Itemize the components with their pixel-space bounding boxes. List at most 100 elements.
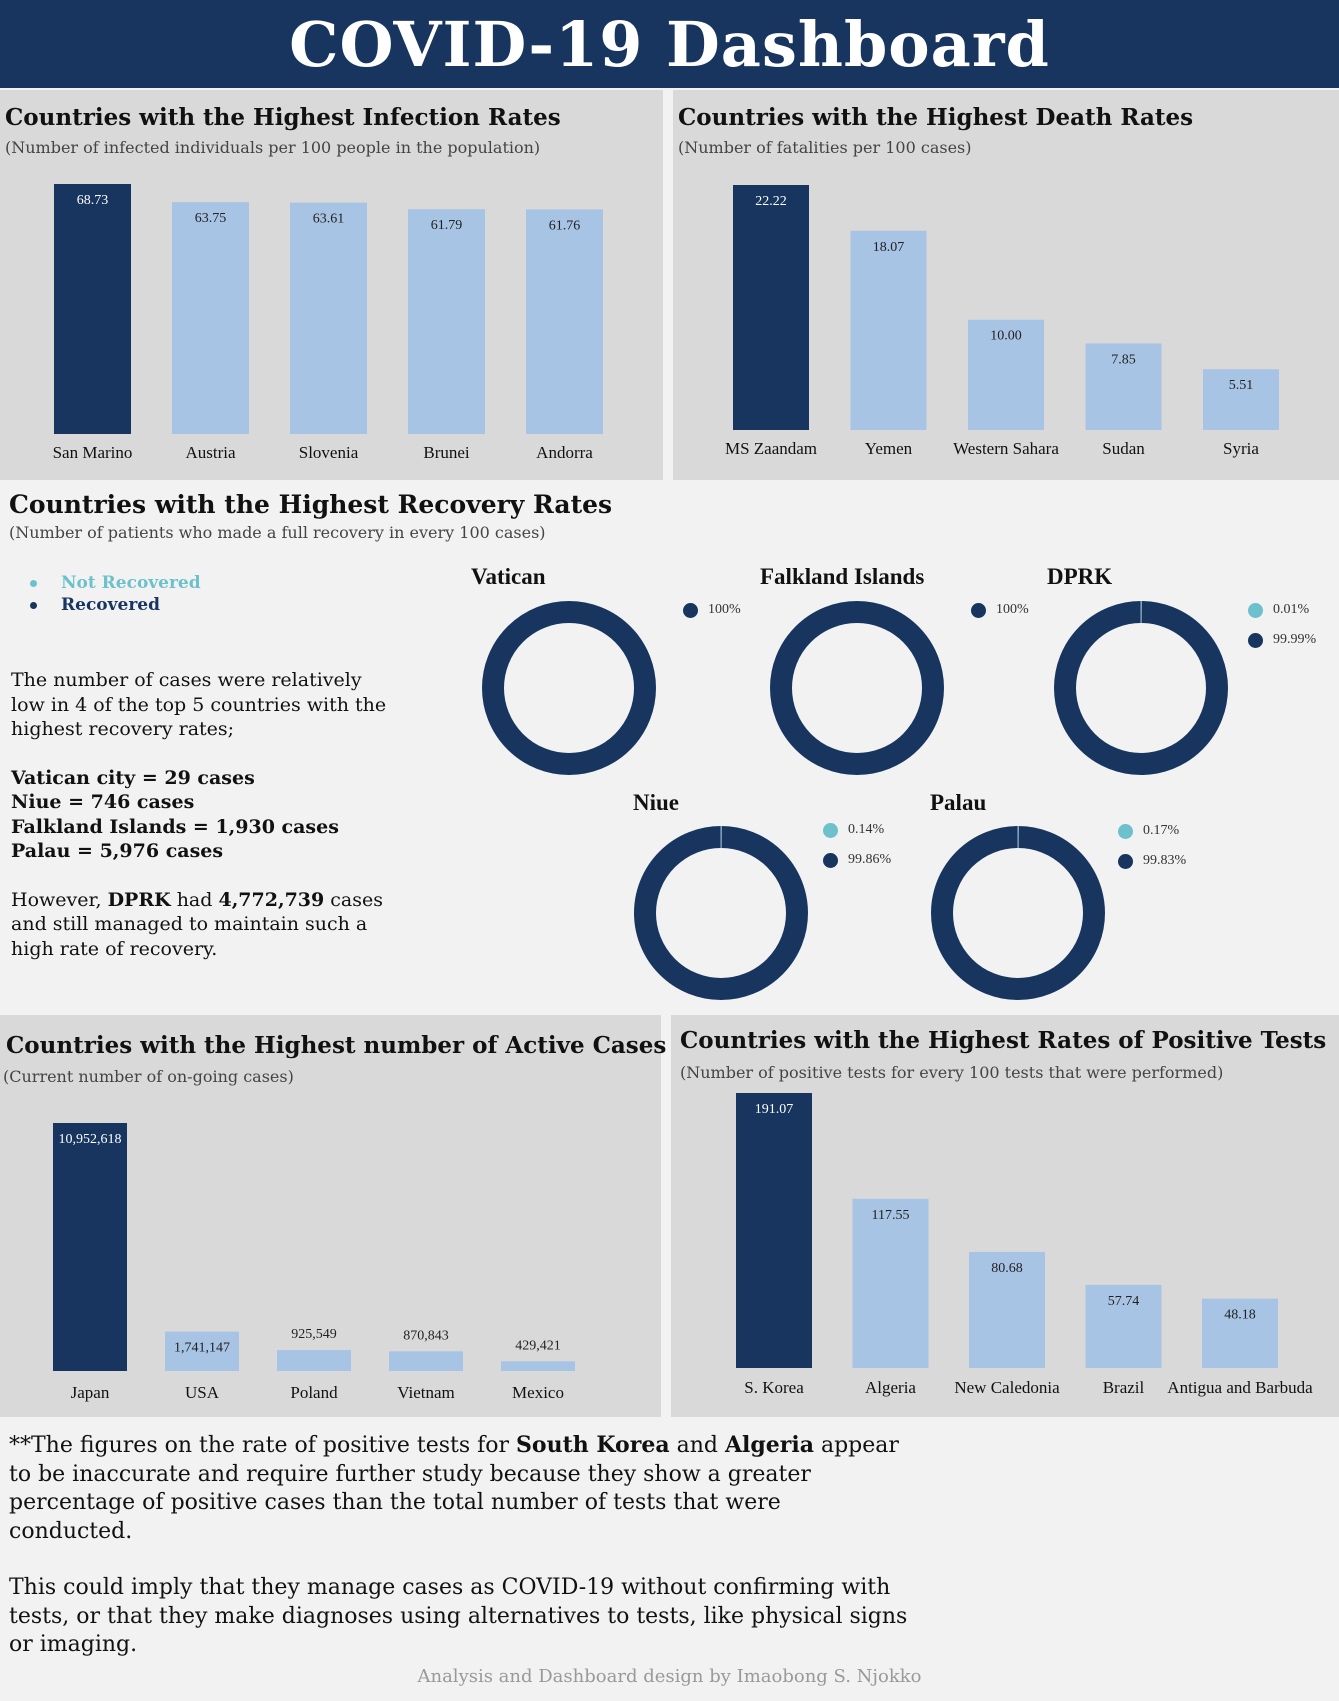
recovered-value: 99.86% [848, 852, 892, 867]
data-label: 61.79 [431, 218, 463, 233]
data-label: 1,741,147 [174, 1341, 230, 1356]
bar [389, 1351, 463, 1371]
positive-title: Countries with the Highest Rates of Posi… [680, 1027, 1327, 1054]
infection-title: Countries with the Highest Infection Rat… [5, 104, 561, 131]
legend-not-recovered-label: Not Recovered [61, 573, 201, 593]
bar [852, 1198, 929, 1368]
bar [850, 230, 927, 430]
data-label: 10.00 [990, 329, 1022, 344]
donut-legend-niue: 0.14% 99.86% [823, 815, 891, 875]
category-label: Japan [71, 1383, 110, 1402]
navy-dot-icon [683, 602, 698, 618]
bar [1085, 1284, 1162, 1368]
donut-title-palau: Palau [930, 790, 987, 815]
active-subtitle: (Current number of on-going cases) [3, 1067, 294, 1086]
data-label: 429,421 [515, 1338, 561, 1353]
donut-title-falkland: Falkland Islands [760, 564, 925, 589]
active-chart: 10,952,618 Japan 1,741,147 USA 925,549 Poland… [53, 1123, 575, 1402]
death-chart: 22.22 MS Zaandam 18.07 Yemen 10.00 Western Sa… [725, 185, 1279, 458]
category-label: Andorra [536, 443, 593, 462]
teal-dot-icon [823, 822, 838, 838]
death-panel: Countries with the Highest Death Rates (… [673, 90, 1339, 480]
legend-recovered-label: Recovered [61, 595, 160, 615]
data-label: 80.68 [991, 1261, 1023, 1276]
note-line: Niue = 746 cases [11, 791, 195, 813]
data-label: 18.07 [873, 240, 905, 255]
donut-title-niue: Niue [633, 790, 679, 815]
not-recovered-value: 0.14% [848, 822, 885, 837]
bar [969, 1251, 1045, 1368]
donut-legend-falkland: 100% [971, 595, 1029, 625]
category-label: USA [185, 1383, 220, 1402]
category-label: San Marino [53, 443, 133, 462]
recovery-title: Countries with the Highest Recovery Rate… [9, 490, 613, 519]
dashboard-title: COVID-19 Dashboard [289, 7, 1050, 81]
death-subtitle: (Number of fatalities per 100 cases) [678, 138, 972, 157]
bar [1203, 369, 1279, 430]
teal-dot-icon [1118, 823, 1133, 839]
active-title: Countries with the Highest number of Act… [6, 1032, 667, 1059]
infection-panel: Countries with the Highest Infection Rat… [0, 90, 663, 480]
recovery-note: The number of cases were relatively low … [11, 668, 401, 961]
recovered-value: 100% [708, 602, 741, 617]
category-label: Algeria [865, 1378, 916, 1397]
donut-title-dprk: DPRK [1047, 564, 1113, 589]
category-label: Yemen [865, 439, 913, 458]
donut-title-vatican: Vatican [471, 564, 546, 589]
data-label: 57.74 [1108, 1294, 1140, 1309]
dashboard-header: COVID-19 Dashboard [0, 0, 1339, 88]
infection-chart: 68.73 San Marino 63.75 Austria 63.61 Slovenia… [53, 184, 603, 462]
category-label: MS Zaandam [725, 439, 817, 458]
data-label: 191.07 [755, 1102, 794, 1117]
category-label: Slovenia [299, 443, 359, 462]
bar [968, 319, 1044, 430]
teal-dot-icon [1248, 602, 1263, 618]
category-label: Austria [185, 443, 236, 462]
footnote-p2: This could imply that they manage cases … [9, 1575, 908, 1657]
positive-subtitle: (Number of positive tests for every 100 … [680, 1063, 1224, 1082]
recovered-slice [482, 601, 656, 775]
footnote: **The figures on the rate of positive te… [9, 1431, 909, 1660]
positive-chart: 191.07 S. Korea 117.55 Algeria 80.68 New Cale… [736, 1093, 1313, 1397]
note-line: Vatican city = 29 cases [11, 766, 255, 789]
bar [736, 1093, 812, 1368]
recovered-slice [634, 826, 808, 1000]
bar [408, 209, 485, 434]
legend-recovered: Recovered [30, 594, 201, 616]
category-label: Brunei [423, 443, 470, 462]
bar [165, 1331, 239, 1371]
not-recovered-slice [634, 826, 808, 1000]
not-recovered-value: 0.01% [1273, 602, 1310, 617]
infection-subtitle: (Number of infected individuals per 100 … [5, 138, 541, 157]
positive-panel: Countries with the Highest Rates of Posi… [671, 1015, 1339, 1417]
recovery-legend: Not Recovered Recovered [30, 572, 201, 616]
category-label: Syria [1223, 439, 1259, 458]
data-label: 61.76 [549, 218, 581, 233]
donut-legend-palau: 0.17% 99.83% [1118, 816, 1186, 876]
bar [172, 202, 249, 434]
death-title: Countries with the Highest Death Rates [678, 104, 1194, 131]
navy-dot-icon [823, 852, 838, 868]
bar [290, 202, 367, 434]
not-recovered-slice [931, 826, 1105, 1000]
active-panel: Countries with the Highest number of Act… [0, 1015, 666, 1417]
category-label: Western Sahara [953, 439, 1059, 458]
donut-legend-vatican: 100% [683, 595, 741, 625]
recovery-subtitle: (Number of patients who made a full reco… [9, 523, 546, 542]
navy-dot-icon [1118, 853, 1133, 869]
data-label: 22.22 [755, 194, 787, 209]
category-label: Sudan [1102, 439, 1145, 458]
not-recovered-slice [1054, 601, 1228, 775]
category-label: Brazil [1103, 1378, 1145, 1397]
recovered-slice [1054, 601, 1228, 775]
donut-legend-dprk: 0.01% 99.99% [1248, 595, 1316, 655]
category-label: S. Korea [744, 1378, 804, 1397]
teal-dot-icon [30, 579, 37, 587]
credit-line: Analysis and Dashboard design by Imaobon… [417, 1666, 922, 1687]
footnote-p1: **The figures on the rate of positive te… [9, 1432, 899, 1544]
category-label: Vietnam [397, 1383, 455, 1402]
bar [526, 209, 603, 434]
recovered-value: 99.83% [1143, 853, 1187, 868]
bar [501, 1361, 575, 1371]
data-label: 68.73 [77, 193, 109, 208]
